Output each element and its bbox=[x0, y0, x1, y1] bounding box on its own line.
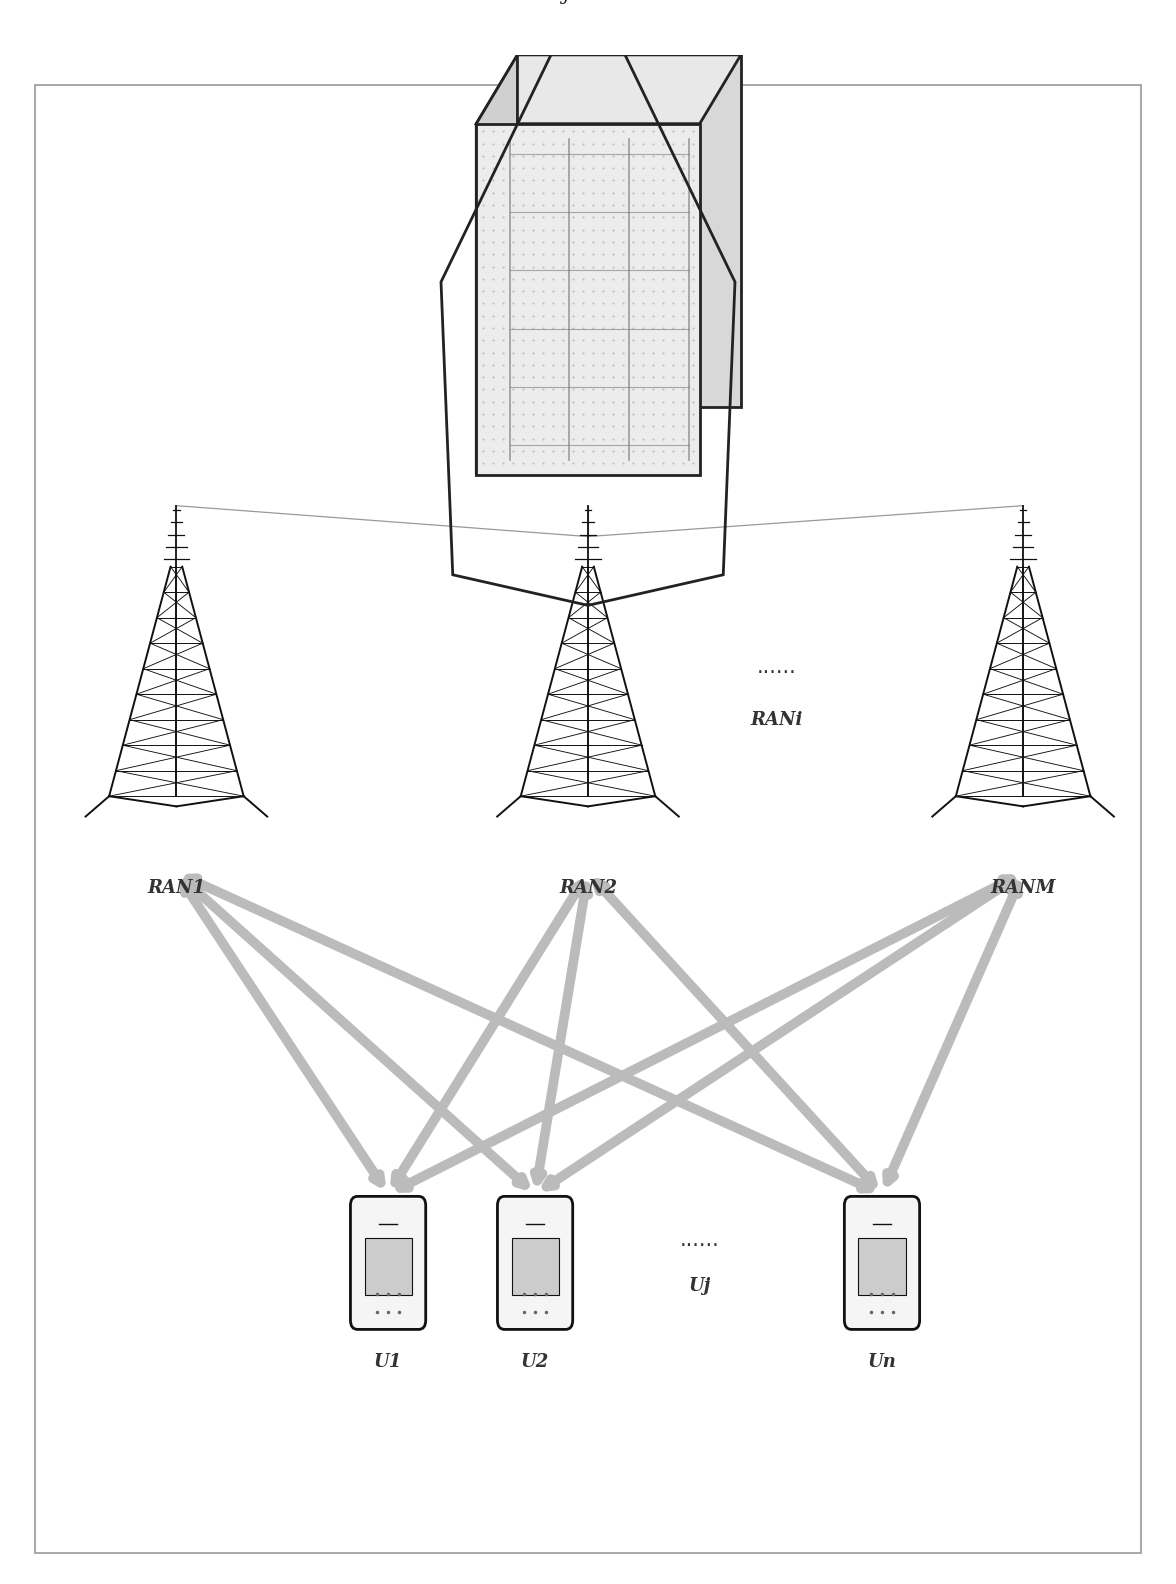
Text: U2: U2 bbox=[521, 1353, 549, 1372]
Text: RANM: RANM bbox=[990, 879, 1056, 897]
Polygon shape bbox=[476, 124, 700, 475]
Text: Uj: Uj bbox=[689, 1277, 710, 1294]
Text: U1: U1 bbox=[374, 1353, 402, 1372]
Text: RAN1: RAN1 bbox=[147, 879, 206, 897]
Text: ......: ...... bbox=[756, 656, 796, 676]
FancyBboxPatch shape bbox=[844, 1196, 920, 1329]
Polygon shape bbox=[517, 55, 741, 407]
Text: ......: ...... bbox=[680, 1229, 720, 1250]
Polygon shape bbox=[476, 55, 741, 124]
Text: RANi: RANi bbox=[750, 711, 802, 729]
Polygon shape bbox=[476, 55, 517, 475]
FancyBboxPatch shape bbox=[350, 1196, 426, 1329]
Bar bbox=[365, 1237, 412, 1296]
Bar bbox=[512, 1237, 559, 1296]
Bar bbox=[858, 1237, 906, 1296]
Text: Un: Un bbox=[868, 1353, 896, 1372]
Text: JRRM: JRRM bbox=[562, 0, 614, 5]
Text: RAN2: RAN2 bbox=[559, 879, 617, 897]
FancyBboxPatch shape bbox=[497, 1196, 573, 1329]
